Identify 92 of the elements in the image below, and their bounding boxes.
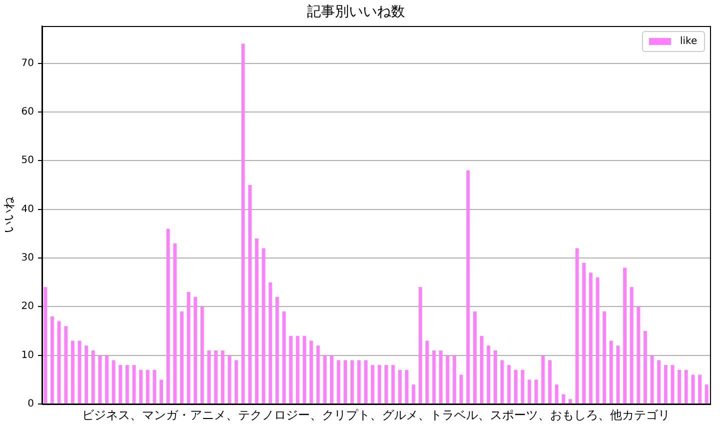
y-tick-label: 60 [21, 106, 34, 118]
bar [180, 312, 184, 404]
bar [255, 238, 258, 404]
bar [568, 399, 572, 404]
bar [520, 370, 524, 404]
bar [173, 243, 177, 404]
bar [323, 355, 327, 404]
bar [650, 355, 654, 404]
y-tick-label: 70 [21, 58, 34, 69]
bar [364, 360, 368, 404]
bar [480, 336, 484, 404]
bar [44, 287, 48, 404]
bar [500, 360, 504, 404]
bar [370, 365, 374, 404]
bar [562, 394, 566, 404]
bar [98, 355, 102, 404]
bar [609, 340, 613, 404]
bar [554, 384, 558, 404]
y-axis-title: いいね [1, 196, 16, 233]
bar [418, 287, 422, 404]
bar [200, 306, 204, 404]
bar [425, 340, 429, 404]
bar [534, 380, 538, 404]
bar [248, 184, 252, 404]
bar [344, 360, 348, 404]
bar [644, 330, 647, 404]
bar [214, 350, 218, 404]
bar [684, 370, 688, 404]
bar [704, 384, 708, 404]
bar [302, 336, 306, 404]
bar [602, 312, 606, 404]
bar [310, 340, 313, 404]
x-axis-title: ビジネス、マンガ・アニメ、テクノロジー、クリプト、グルメ、トラベル、スポーツ、おもしろ、他カテゴリ [82, 408, 670, 422]
bar [548, 360, 552, 404]
bar [432, 350, 436, 404]
bar [575, 248, 579, 404]
bar [84, 346, 88, 404]
bar [582, 262, 586, 404]
bar [64, 326, 68, 404]
bar [404, 370, 408, 404]
bar [194, 296, 198, 404]
bar [139, 370, 143, 404]
y-tick-label: 0 [28, 398, 34, 410]
y-tick-label: 50 [21, 155, 34, 166]
bar [146, 370, 150, 404]
bar [160, 380, 163, 404]
bar [289, 336, 292, 404]
bar [623, 268, 626, 404]
bar [398, 370, 402, 404]
bar [118, 365, 122, 404]
legend-label: like [680, 34, 698, 48]
bar [234, 360, 238, 404]
bar [296, 336, 300, 404]
bar [657, 360, 661, 404]
bar [91, 350, 95, 404]
y-tick-label: 40 [21, 204, 34, 215]
bar [70, 340, 74, 404]
bar [275, 296, 279, 404]
bar [636, 306, 640, 404]
bar [698, 374, 702, 404]
bar [330, 355, 334, 404]
bar [186, 292, 190, 404]
bar [630, 287, 634, 404]
bar [473, 312, 477, 404]
bar [220, 350, 224, 404]
bar [678, 370, 682, 404]
bar [664, 365, 668, 404]
bar [507, 365, 511, 404]
bar [446, 355, 450, 404]
y-tick-label: 30 [21, 252, 34, 264]
bar [112, 360, 116, 404]
bar [384, 365, 388, 404]
bar [50, 316, 54, 404]
bar [228, 355, 232, 404]
bar [316, 346, 320, 404]
y-tick-label: 20 [21, 301, 34, 312]
bar [105, 355, 108, 404]
bar [494, 350, 497, 404]
bar [126, 365, 129, 404]
bar [166, 228, 170, 404]
bar [350, 360, 354, 404]
y-tick-label: 10 [21, 350, 34, 361]
bar [439, 350, 442, 404]
bar [460, 374, 463, 404]
bar [528, 380, 532, 404]
bar [514, 370, 518, 404]
bar [268, 282, 272, 404]
bar [589, 272, 592, 404]
bar [241, 44, 245, 404]
bar [378, 365, 382, 404]
bar [452, 355, 456, 404]
chart-title: 記事別いいね数 [307, 4, 405, 20]
